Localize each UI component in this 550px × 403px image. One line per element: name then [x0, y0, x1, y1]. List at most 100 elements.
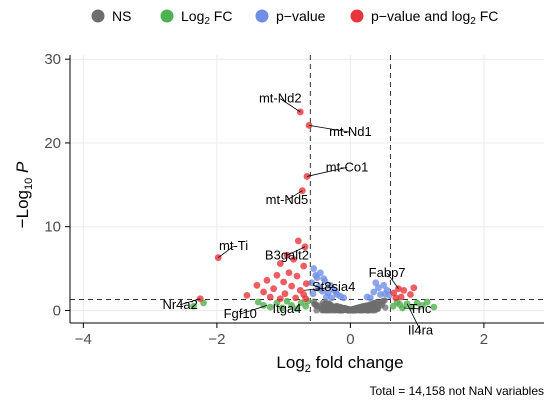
pfc-point	[392, 294, 400, 302]
pfc-point	[290, 255, 298, 263]
p-point	[320, 275, 328, 283]
label-connector	[280, 98, 301, 113]
p-point	[310, 265, 318, 272]
legend-label-fc: Log2 FC	[181, 8, 232, 27]
gene-label: Fabp7	[369, 265, 406, 280]
legend-swatch-pfc	[350, 9, 364, 23]
pfc-point	[292, 294, 300, 302]
legend-label-p: p−value	[276, 8, 326, 24]
ns-point	[360, 302, 367, 310]
fc-point	[293, 305, 301, 313]
pfc-point	[407, 291, 414, 298]
fc-point	[283, 297, 291, 305]
pfc-point	[260, 288, 268, 296]
fc-point	[266, 303, 274, 311]
p-point	[308, 279, 316, 287]
ns-point	[380, 297, 387, 305]
fc-point	[297, 299, 305, 307]
gene-label: mt-Nd5	[266, 192, 309, 207]
pfc-point	[243, 291, 251, 299]
pfc-point	[400, 286, 408, 294]
label-connector	[386, 272, 399, 289]
pfc-point	[253, 281, 261, 289]
p-point	[375, 284, 382, 292]
gene-label: Tnc	[410, 301, 432, 316]
pfc-point	[302, 295, 310, 303]
ns-point	[332, 307, 339, 314]
x-axis-title: Log2 fold change	[276, 353, 403, 375]
ns-point	[314, 303, 321, 310]
label-connector	[406, 303, 421, 331]
label-connector	[286, 190, 303, 201]
p-point	[328, 294, 336, 302]
p-point	[381, 290, 389, 298]
p-point	[367, 294, 374, 302]
x-tick-label: 2	[480, 331, 488, 348]
pfc-point	[263, 276, 271, 284]
p-point	[309, 290, 317, 298]
pfc-point	[281, 290, 289, 298]
label-connector	[303, 286, 334, 291]
label-connector	[306, 167, 348, 177]
gene-label: Nr4a2	[162, 297, 197, 312]
p-point	[370, 288, 378, 296]
x-tick-label: −2	[208, 331, 225, 348]
label-connector	[240, 305, 268, 315]
pfc-point	[276, 295, 284, 303]
legend-label-pfc: p−value and log2 FC	[371, 8, 498, 27]
fc-point	[430, 303, 438, 311]
ns-points	[310, 297, 389, 314]
pfc-point	[280, 278, 288, 286]
fc-point	[278, 304, 286, 312]
label-connector	[308, 124, 351, 133]
y-tick-label: 0	[53, 302, 61, 319]
pfc-points	[196, 108, 418, 303]
label-connector	[403, 307, 421, 310]
pfc-point	[276, 260, 284, 267]
caption: Total = 14,158 not NaN variables	[370, 384, 544, 398]
pfc-point	[288, 282, 296, 290]
gene-label: mt-Nd1	[329, 124, 372, 139]
ns-point	[346, 306, 354, 314]
gene-label: Il4ra	[408, 323, 434, 338]
pfc-point	[273, 271, 281, 279]
gene-label: B3galt2	[265, 247, 309, 262]
gene-label: Itga4	[273, 301, 302, 316]
ns-point	[372, 307, 379, 314]
label-connector	[217, 245, 234, 258]
p-point	[312, 271, 320, 279]
fc-point	[419, 302, 426, 309]
ns-point	[340, 305, 348, 312]
gene-labels: mt-Nd2 mt-Nd1 mt-Co1 mt-Nd5 mt-Ti B3galt2 St8s…	[162, 91, 433, 338]
pfc-point	[270, 285, 278, 293]
gene-label: mt-Co1	[326, 159, 369, 174]
fc-points	[190, 297, 438, 313]
p-point	[332, 288, 340, 296]
p-point	[380, 281, 388, 289]
pfc-point	[293, 272, 301, 280]
fc-point	[254, 298, 262, 306]
fc-point	[190, 302, 197, 310]
y-tick-label: 30	[44, 51, 61, 68]
pfc-point	[285, 269, 293, 277]
legend-swatch-ns	[91, 9, 105, 23]
pfc-point	[266, 293, 274, 301]
label-connector	[286, 246, 306, 256]
pfc-point	[410, 284, 418, 292]
legend-label-ns: NS	[112, 8, 131, 24]
y-axis-title: −Log10 P	[13, 161, 35, 228]
legend-swatch-p	[255, 9, 269, 23]
gene-label: Fgf10	[224, 306, 257, 321]
y-tick-label: 20	[44, 135, 61, 152]
fc-point	[396, 301, 404, 308]
x-tick-label: −4	[75, 331, 92, 348]
y-tick-label: 10	[44, 219, 61, 236]
fc-point	[288, 302, 296, 309]
pfc-point	[300, 262, 308, 270]
ns-point	[365, 306, 372, 313]
p-point	[322, 293, 330, 301]
pfc-point	[302, 280, 310, 288]
